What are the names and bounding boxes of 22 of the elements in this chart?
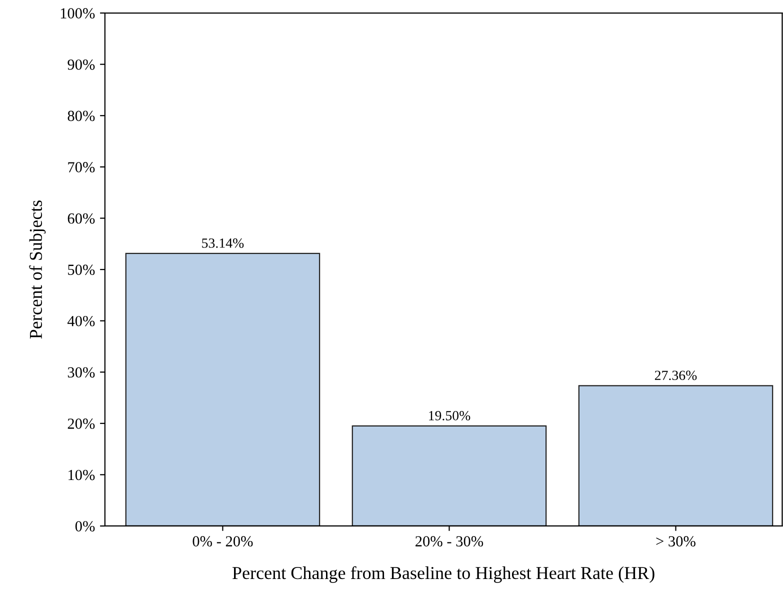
bar	[578, 385, 774, 526]
bar	[125, 252, 320, 526]
y-tick-label: 60%	[68, 213, 95, 224]
y-axis-title: Percent of Subjects	[29, 200, 46, 339]
y-tick-label: 90%	[68, 59, 95, 70]
y-tick-label: 70%	[68, 162, 95, 172]
data-label: 27.36%	[654, 370, 697, 380]
x-tick-label: > 30%	[656, 536, 696, 547]
y-tick-label: 100%	[60, 8, 95, 19]
y-tick-label: 10%	[68, 470, 95, 480]
y-tick-label: 30%	[68, 367, 95, 378]
bar	[352, 425, 547, 526]
x-axis-title: Percent Change from Baseline to Highest Heart Rate (HR)	[232, 566, 654, 583]
y-tick-label: 80%	[68, 110, 95, 122]
data-label: 53.14%	[202, 238, 244, 248]
y-tick-label: 40%	[67, 316, 95, 326]
y-tick-label: 20%	[68, 418, 95, 429]
y-tick-label: 50%	[68, 264, 95, 276]
y-tick-label: 0%	[75, 521, 95, 532]
x-tick-label: 0% - 20%	[192, 536, 253, 547]
data-label: 19.50%	[429, 410, 470, 420]
x-tick-label: 20% - 30%	[416, 536, 484, 547]
